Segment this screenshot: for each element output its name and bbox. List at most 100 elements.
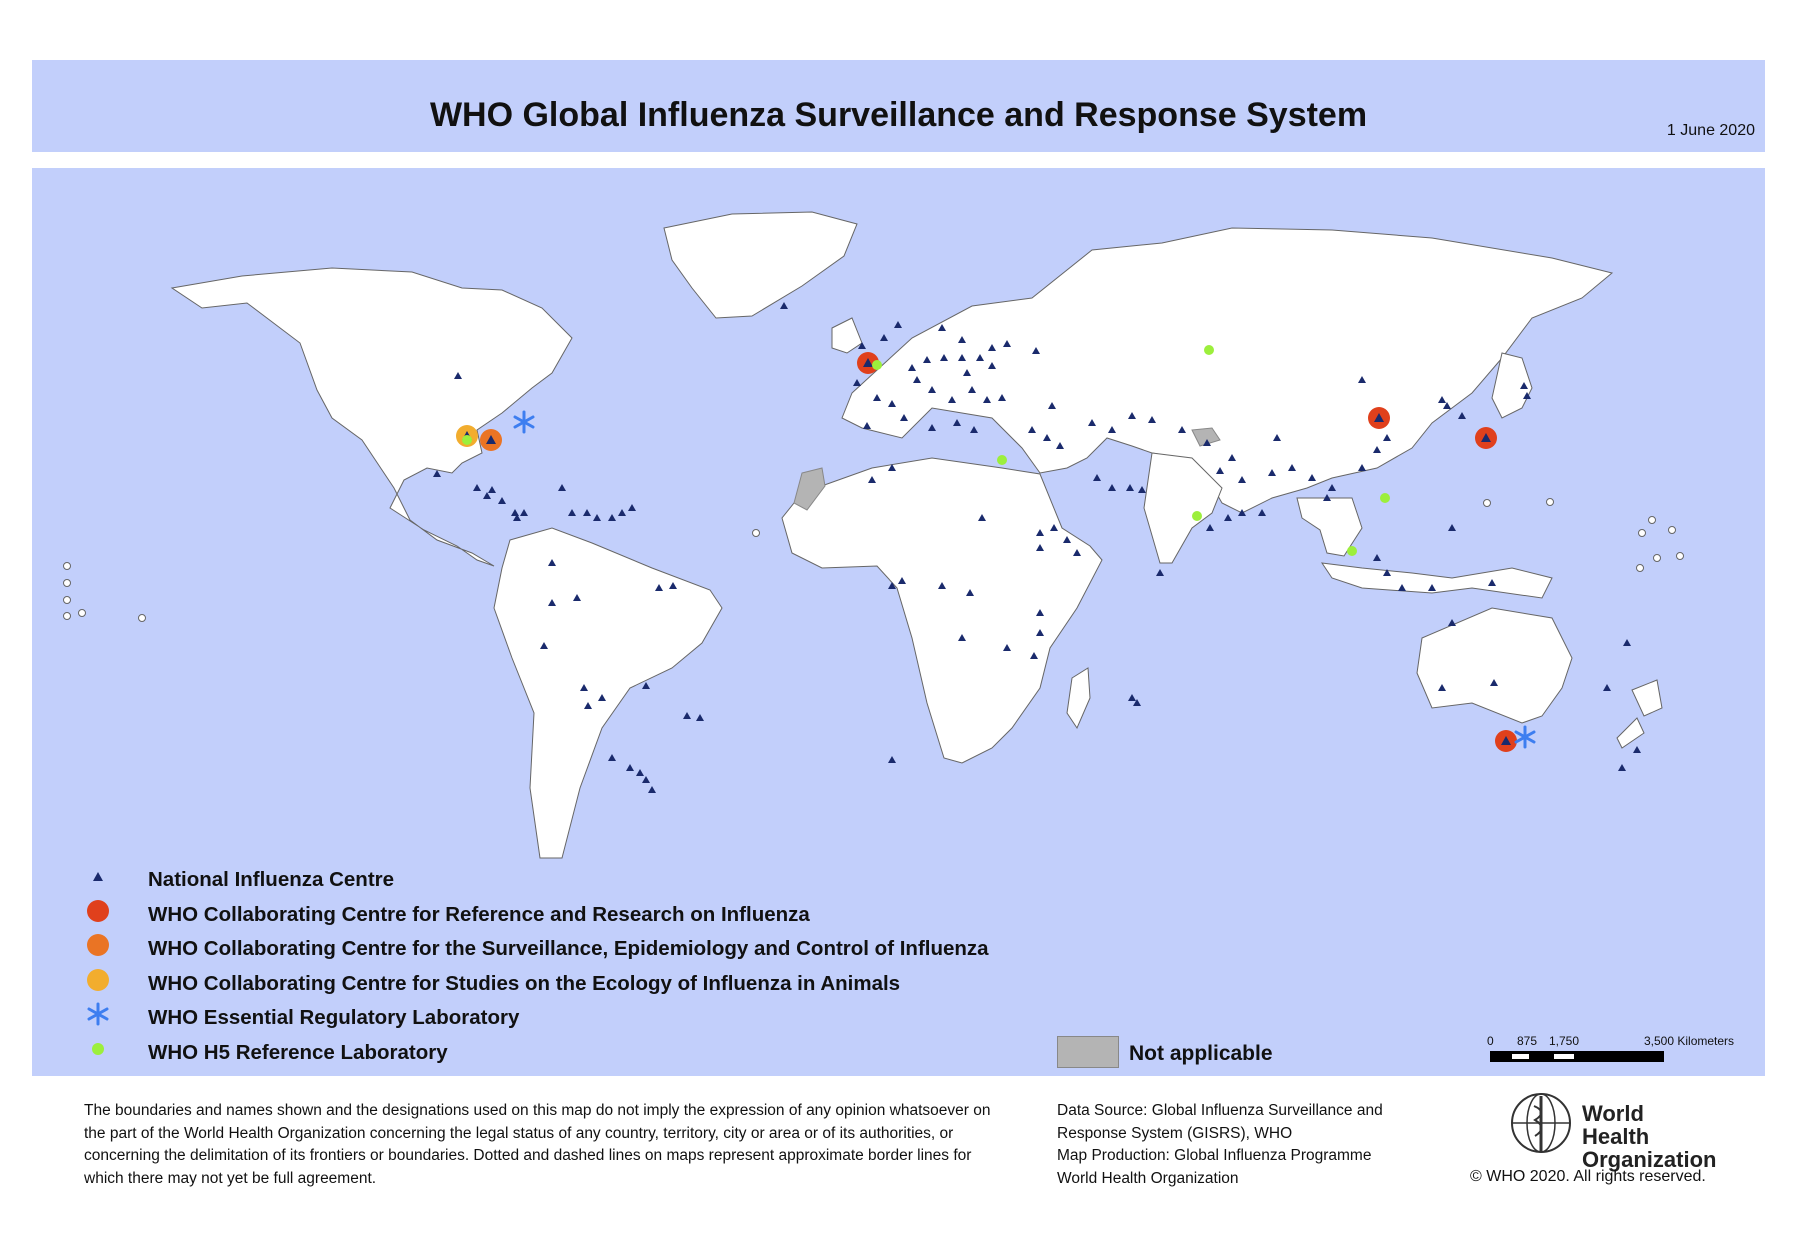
national-influenza-centre-marker: [873, 394, 881, 401]
national-influenza-centre-marker: [1523, 392, 1531, 399]
national-influenza-centre-marker: [1003, 340, 1011, 347]
landmass-australia: [1416, 607, 1573, 724]
green-dot-icon: [92, 1042, 104, 1055]
asterisk-icon: [87, 1002, 109, 1026]
national-influenza-centre-marker: [968, 386, 976, 393]
national-influenza-centre-marker: [966, 589, 974, 596]
who-logo-text: World Health Organization: [1582, 1102, 1716, 1171]
landmass-new-zealand-south: [1616, 717, 1645, 749]
national-influenza-centre-marker: [958, 634, 966, 641]
national-influenza-centre-marker: [498, 497, 506, 504]
national-influenza-centre-marker: [1633, 746, 1641, 753]
national-influenza-centre-marker: [1126, 484, 1134, 491]
national-influenza-centre-marker: [998, 394, 1006, 401]
national-influenza-centre-marker: [1133, 699, 1141, 706]
national-influenza-centre-marker: [1036, 544, 1044, 551]
small-island-marker: [1546, 498, 1554, 506]
legend-label: WHO Collaborating Centre for Reference a…: [148, 902, 810, 926]
national-influenza-centre-marker: [1623, 639, 1631, 646]
scale-tick: 3,500 Kilometers: [1644, 1034, 1735, 1048]
national-influenza-centre-marker: [938, 324, 946, 331]
national-influenza-centre-marker: [1108, 484, 1116, 491]
world-map: [63, 211, 1684, 859]
disclaimer: The boundaries and names shown and the d…: [84, 1102, 991, 1187]
national-influenza-centre-marker: [655, 584, 663, 591]
landmasses: [170, 211, 1663, 859]
national-influenza-centre-marker: [1036, 609, 1044, 616]
national-influenza-centre-marker: [584, 702, 592, 709]
national-influenza-centre-marker: [598, 694, 606, 701]
national-influenza-centre-marker: [1048, 402, 1056, 409]
national-influenza-centre-marker: [1216, 467, 1224, 474]
national-influenza-centre-marker: [568, 509, 576, 516]
national-influenza-centre-marker: [642, 776, 650, 783]
small-island-marker: [1648, 516, 1656, 524]
national-influenza-centre-marker: [1488, 579, 1496, 586]
national-influenza-centre-marker: [958, 336, 966, 343]
national-influenza-centre-marker: [888, 756, 896, 763]
h5-reference-lab-marker: [1347, 546, 1357, 556]
national-influenza-centre-marker: [1238, 509, 1246, 516]
h5-reference-lab-marker: [872, 360, 882, 370]
national-influenza-centre-marker: [1383, 434, 1391, 441]
national-influenza-centre-marker: [978, 514, 986, 521]
national-influenza-centre-marker: [1373, 446, 1381, 453]
not-applicable-areas: [793, 427, 1221, 511]
scale-bar-segment: [1512, 1054, 1529, 1059]
small-island-marker: [78, 609, 86, 617]
marker-layer: [63, 302, 1684, 793]
national-influenza-centre-marker: [483, 492, 491, 499]
small-island-marker: [1636, 564, 1644, 572]
essential-regulatory-lab-marker: [513, 410, 535, 434]
small-island-marker: [1668, 526, 1676, 534]
national-influenza-centre-marker: [1520, 382, 1528, 389]
data-source-line: Map Production: Global Influenza Program…: [1057, 1147, 1372, 1164]
national-influenza-centre-marker: [1603, 684, 1611, 691]
national-influenza-centre-marker: [1128, 412, 1136, 419]
who-logo-line: Organization: [1582, 1147, 1717, 1172]
national-influenza-centre-marker: [976, 354, 984, 361]
data-source-line: World Health Organization: [1057, 1169, 1239, 1187]
national-influenza-centre-marker: [593, 514, 601, 521]
national-influenza-centre-marker: [1148, 416, 1156, 423]
national-influenza-centre-marker: [1428, 584, 1436, 591]
data-source-line: Data Source: Global Influenza Surveillan…: [1057, 1102, 1383, 1119]
national-influenza-centre-marker: [573, 594, 581, 601]
who-emblem-icon: [1511, 1093, 1571, 1153]
national-influenza-centre-marker: [1036, 629, 1044, 636]
national-influenza-centre-marker: [486, 435, 496, 444]
national-influenza-centre-marker: [958, 354, 966, 361]
national-influenza-centre-marker: [913, 376, 921, 383]
national-influenza-centre-marker: [863, 422, 871, 429]
small-island-marker: [1676, 552, 1684, 560]
small-island-marker: [1653, 554, 1661, 562]
national-influenza-centre-marker: [1501, 736, 1511, 745]
national-influenza-centre-marker: [1030, 652, 1038, 659]
national-influenza-centre-marker: [928, 424, 936, 431]
national-influenza-centre-marker: [683, 712, 691, 719]
national-influenza-centre-marker: [608, 514, 616, 521]
landmass-eurasia: [841, 227, 1614, 514]
scale-bar-graphic: [1490, 1051, 1664, 1062]
national-influenza-centre-marker: [1043, 434, 1051, 441]
national-influenza-centre-marker: [1328, 484, 1336, 491]
national-influenza-centre-marker: [894, 321, 902, 328]
national-influenza-centre-marker: [1128, 694, 1136, 701]
national-influenza-centre-marker: [628, 504, 636, 511]
legend-label: WHO Collaborating Centre for Studies on …: [148, 971, 901, 995]
national-influenza-centre-marker: [642, 682, 650, 689]
national-influenza-centre-marker: [863, 358, 873, 367]
national-influenza-centre-marker: [1383, 569, 1391, 576]
who-logo-line: World Health: [1582, 1101, 1650, 1149]
national-influenza-centre-marker: [548, 599, 556, 606]
small-island-marker: [138, 614, 146, 622]
national-influenza-centre-marker: [1203, 439, 1211, 446]
national-influenza-centre-marker: [1618, 764, 1626, 771]
national-influenza-centre-marker: [1490, 679, 1498, 686]
national-influenza-centre-marker: [648, 786, 656, 793]
not-applicable-label: Not applicable: [1129, 1042, 1273, 1065]
national-influenza-centre-marker: [548, 559, 556, 566]
national-influenza-centre-marker: [511, 509, 519, 516]
national-influenza-centre-marker: [928, 386, 936, 393]
map-title: WHO Global Influenza Surveillance and Re…: [429, 96, 1368, 134]
